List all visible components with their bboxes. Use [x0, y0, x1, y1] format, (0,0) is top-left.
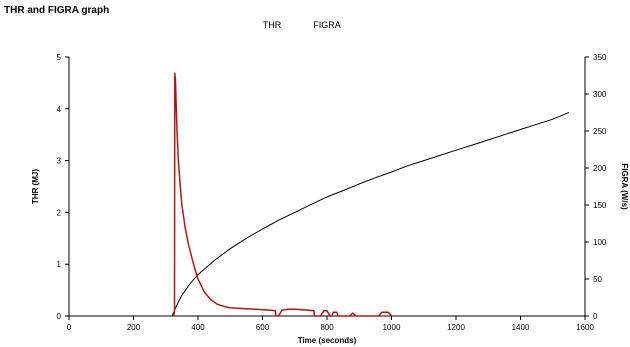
- y-left-tick-label: 4: [57, 105, 62, 114]
- y-left-tick-label: 5: [57, 53, 62, 62]
- y-right-axis-label: FIGRA (W/s): [620, 163, 629, 210]
- x-tick-label: 1000: [383, 323, 401, 332]
- x-tick-label: 1400: [512, 323, 530, 332]
- y-right-tick-label: 50: [593, 275, 602, 284]
- chart-title: THR and FIGRA graph: [4, 5, 110, 16]
- y-left-tick-label: 3: [57, 157, 62, 166]
- x-tick-label: 1200: [447, 323, 465, 332]
- x-tick-label: 400: [191, 323, 205, 332]
- x-tick-label: 800: [320, 323, 334, 332]
- y-left-tick-label: 2: [57, 208, 62, 217]
- x-tick-label: 0: [67, 323, 72, 332]
- y-right-tick-label: 200: [593, 164, 607, 173]
- y-right-tick-label: 0: [593, 312, 598, 321]
- y-right-tick-label: 150: [593, 201, 607, 210]
- series-line-figra: [172, 72, 393, 317]
- x-tick-label: 200: [127, 323, 141, 332]
- y-right-tick-label: 100: [593, 238, 607, 247]
- x-tick-label: 600: [256, 323, 270, 332]
- x-axis-label: Time (seconds): [298, 336, 357, 345]
- legend-figra: FIGRA: [313, 20, 341, 30]
- y-left-axis-label: THR (MJ): [31, 169, 40, 204]
- y-right-tick-label: 250: [593, 127, 607, 136]
- y-right-tick-label: 350: [593, 53, 607, 62]
- y-left-tick-label: 0: [57, 312, 62, 321]
- y-right-tick-label: 300: [593, 90, 607, 99]
- legend-thr: THR: [263, 20, 282, 30]
- y-left-tick-label: 1: [57, 260, 62, 269]
- series-line-thr: [171, 111, 570, 317]
- x-tick-label: 1600: [576, 323, 594, 332]
